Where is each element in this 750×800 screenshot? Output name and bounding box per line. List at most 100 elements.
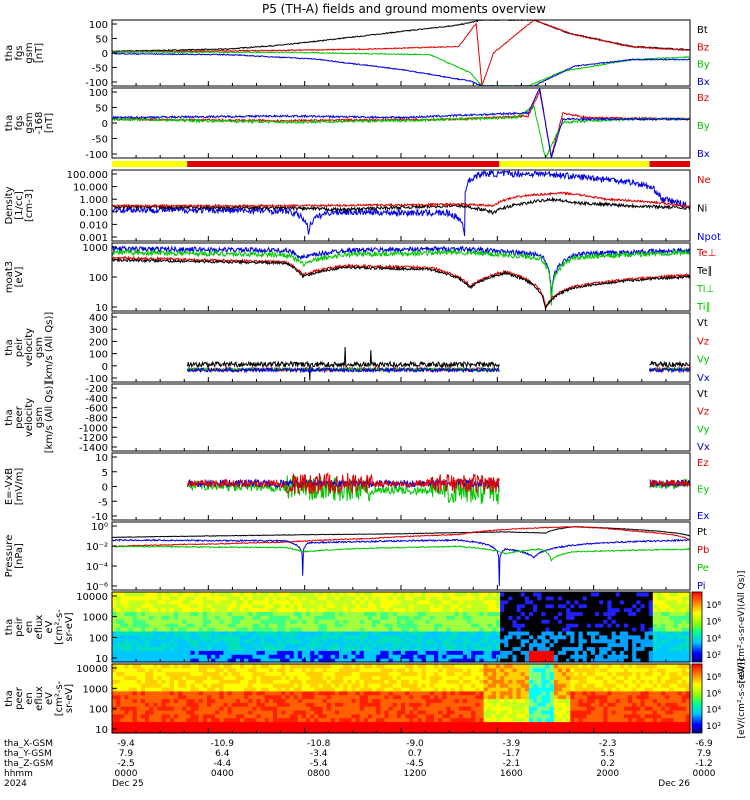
heatmap-cell — [363, 671, 369, 677]
heatmap-cell — [268, 687, 274, 692]
heatmap-cell — [207, 713, 212, 719]
heatmap-cell — [471, 698, 476, 703]
heatmap-cell — [297, 619, 303, 624]
heatmap-cell — [396, 650, 402, 655]
heatmap-cell — [640, 654, 646, 659]
heatmap-cell — [116, 630, 121, 636]
y-tick-label: -200 — [85, 384, 108, 395]
heatmap-cell — [289, 713, 295, 719]
heatmap-cell — [334, 690, 340, 696]
heatmap-cell — [487, 675, 493, 680]
heatmap-cell — [483, 638, 489, 644]
heatmap-cell — [405, 595, 410, 601]
heatmap-cell — [207, 675, 212, 680]
heatmap-cell — [363, 664, 369, 669]
heatmap-cell — [211, 713, 216, 719]
heatmap-cell — [537, 634, 542, 640]
heatmap-cell — [351, 667, 357, 673]
heatmap-cell — [524, 729, 530, 734]
heatmap-cell — [557, 721, 563, 726]
heatmap-cell — [537, 615, 542, 620]
heatmap-cell — [545, 713, 551, 719]
heatmap-cell — [632, 619, 637, 624]
heatmap-cell — [611, 634, 617, 640]
heatmap-cell — [140, 599, 146, 605]
heatmap-cell — [231, 658, 237, 663]
heatmap-cell — [244, 658, 249, 663]
heatmap-cell — [475, 627, 480, 632]
heatmap-cell — [479, 683, 485, 688]
heatmap-cell — [636, 627, 641, 632]
heatmap-cell — [248, 611, 253, 616]
heatmap-cell — [359, 615, 365, 620]
heatmap-cell — [442, 642, 447, 648]
heatmap-cell — [396, 634, 402, 640]
heatmap-cell — [396, 603, 402, 609]
heatmap-cell — [359, 592, 365, 597]
heatmap-cell — [524, 671, 530, 677]
heatmap-cell — [537, 713, 542, 719]
heatmap-cell — [116, 729, 121, 734]
heatmap-cell — [368, 623, 373, 628]
heatmap-cell — [165, 679, 171, 684]
heatmap-cell — [157, 623, 163, 628]
heatmap-cell — [306, 646, 311, 651]
heatmap-cell — [124, 654, 130, 659]
heatmap-cell — [446, 664, 452, 669]
heatmap-cell — [173, 603, 179, 609]
heatmap-cell — [277, 595, 282, 601]
heatmap-cell — [384, 654, 390, 659]
heatmap-cell — [562, 595, 567, 601]
heatmap-cell — [198, 611, 204, 616]
heatmap-cell — [363, 615, 369, 620]
heatmap-cell — [421, 664, 427, 669]
heatmap-cell — [529, 658, 534, 663]
heatmap-cell — [454, 603, 460, 609]
heatmap-cell — [128, 658, 134, 663]
heatmap-cell — [429, 592, 435, 597]
heatmap-cell — [227, 721, 233, 726]
heatmap-cell — [644, 619, 650, 624]
panel-frame — [111, 19, 691, 87]
heatmap-cell — [372, 683, 377, 688]
heatmap-cell — [153, 603, 158, 609]
heatmap-cell — [211, 650, 216, 655]
heatmap-cell — [615, 627, 621, 632]
heatmap-cell — [496, 683, 501, 688]
heatmap-cell — [169, 687, 175, 692]
heatmap-cell — [632, 623, 637, 628]
heatmap-cell — [215, 698, 220, 703]
heatmap-cell — [231, 667, 237, 673]
heatmap-cell — [244, 717, 249, 723]
heatmap-cell — [231, 679, 237, 684]
heatmap-cell — [524, 592, 530, 597]
heatmap-cell — [330, 687, 336, 692]
heatmap-cell — [623, 595, 629, 601]
heatmap-cell — [541, 717, 547, 723]
heatmap-cell — [235, 634, 241, 640]
heatmap-cell — [553, 638, 559, 644]
y-tick-label: 0.001 — [79, 233, 108, 244]
heatmap-cell — [334, 607, 340, 613]
heatmap-cell — [186, 683, 191, 688]
heatmap-cell — [512, 710, 518, 715]
heatmap-cell — [248, 694, 253, 700]
heatmap-cell — [140, 694, 146, 700]
heatmap-cell — [227, 599, 233, 605]
heatmap-cell — [500, 650, 505, 655]
heatmap-cell — [380, 646, 386, 651]
heatmap-cell — [124, 729, 130, 734]
heatmap-cell — [161, 664, 167, 669]
heatmap-cell — [132, 706, 138, 711]
heatmap-cell — [508, 654, 513, 659]
heatmap-cell — [508, 690, 513, 696]
heatmap-cell — [112, 654, 117, 659]
heatmap-cell — [421, 717, 427, 723]
heatmap-cell — [169, 630, 175, 636]
heatmap-cell — [409, 664, 414, 669]
heatmap-cell — [326, 679, 332, 684]
heatmap-cell — [640, 611, 646, 616]
heatmap-cell — [396, 729, 402, 734]
heatmap-cell — [652, 646, 658, 651]
heatmap-cell — [685, 634, 691, 640]
